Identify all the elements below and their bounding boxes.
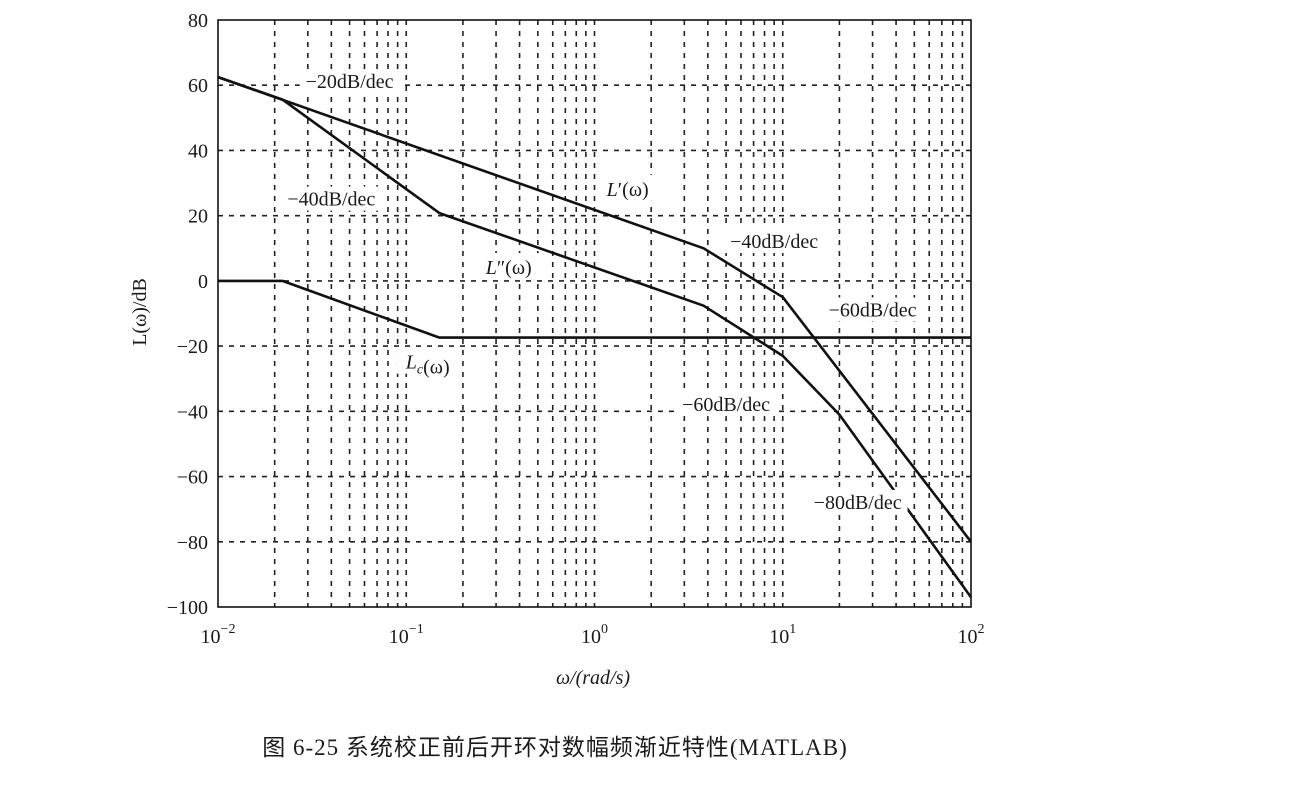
slope-annotation: −60dB/dec [829, 300, 917, 322]
y-tick-labels: 80 60 40 20 0 −20 −40 −60 −80 −100 [167, 10, 208, 619]
series-line [218, 279, 971, 339]
curve-label: L″(ω) [485, 257, 532, 279]
slope-annotations: −20dB/dec −40dB/dec −40dB/dec −60dB/dec −60d… [281, 69, 923, 514]
curve-label-background [596, 174, 659, 201]
x-tick-label: 100 [581, 622, 608, 648]
x-tick-label: 102 [958, 622, 985, 648]
curve-labels: L′(ω) L″(ω) Lc(ω) [396, 174, 659, 379]
annotation-background [724, 229, 825, 254]
y-tick-label: −40 [177, 401, 208, 423]
slope-annotation: −60dB/dec [682, 394, 770, 416]
y-tick-label: −100 [167, 597, 208, 619]
slope-annotation: −40dB/dec [287, 189, 375, 211]
curve-label: Lc(ω) [405, 352, 450, 379]
annotation-background [281, 186, 382, 211]
slope-annotation: −20dB/dec [306, 71, 394, 93]
y-tick-label: −60 [177, 467, 208, 489]
x-tick-labels: 10−2 10−1 100 101 102 [201, 622, 985, 648]
y-tick-label: −80 [177, 532, 208, 554]
curve-label-background [477, 253, 540, 280]
y-tick-label: 20 [188, 206, 208, 228]
plot-frame [217, 19, 972, 608]
x-axis-label: ω/(rad/s) [556, 667, 630, 689]
figure-caption: 图 6-25 系统校正前后开环对数幅频渐近特性(MATLAB) [262, 735, 848, 760]
x-tick-label: 101 [769, 622, 796, 648]
series-line [217, 75, 973, 598]
y-tick-label: −20 [177, 336, 208, 358]
slope-annotation: −40dB/dec [730, 231, 818, 253]
y-tick-label: 80 [188, 10, 208, 32]
curve-label-background [396, 347, 459, 374]
annotation-background [807, 489, 908, 514]
y-tick-label: 60 [188, 75, 208, 97]
series-line [217, 75, 973, 543]
annotation-background [676, 392, 776, 417]
x-tick-label: 10−1 [389, 622, 424, 648]
y-tick-label: 40 [188, 140, 208, 162]
curves [217, 75, 973, 598]
grid-lines [218, 20, 971, 607]
annotation-background [299, 69, 400, 94]
slope-annotation: −80dB/dec [814, 492, 902, 514]
annotation-background [822, 297, 923, 322]
x-tick-label: 10−2 [201, 622, 236, 648]
y-axis-label: L(ω)/dB [129, 278, 151, 346]
curve-label: L′(ω) [606, 179, 649, 201]
y-tick-label: 0 [198, 271, 208, 293]
